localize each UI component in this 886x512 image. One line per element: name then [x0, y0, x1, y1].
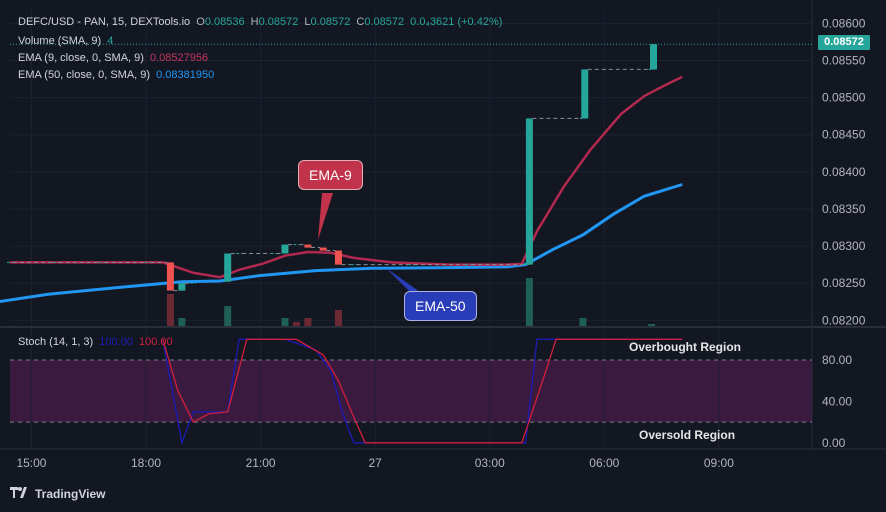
y-tick-label: 0.08200: [822, 313, 866, 327]
ema9-callout-pointer: [318, 193, 333, 240]
ohlc-open: O0.08536: [196, 16, 245, 28]
ema50-label: EMA (50, close, 0, SMA, 9): [18, 69, 151, 81]
stoch-y-tick-label: 0.00: [822, 436, 846, 450]
candle-body: [281, 244, 289, 254]
stoch-y-tick-label: 80.00: [822, 353, 852, 367]
volume-bar: [292, 322, 300, 326]
candle-body: [178, 283, 186, 291]
ema9-callout: EMA-9: [298, 160, 363, 190]
x-tick-label: 18:00: [131, 456, 161, 470]
x-tick-label: 03:00: [475, 456, 505, 470]
volume-bar: [334, 310, 342, 326]
x-tick-label: 21:00: [246, 456, 276, 470]
ohlc-close: C0.08572: [356, 16, 405, 28]
candle-body: [224, 253, 232, 282]
stoch-y-tick-label: 40.00: [822, 394, 852, 408]
tradingview-wordmark: TradingView: [35, 487, 106, 501]
candle-body: [525, 118, 533, 265]
y-tick-label: 0.08250: [822, 276, 866, 290]
volume-bar: [648, 324, 656, 326]
ohlc-low: L0.08572: [304, 16, 351, 28]
legend-volume-row[interactable]: Volume (SMA, 9) 4: [18, 35, 116, 48]
volume-label: Volume (SMA, 9): [18, 35, 102, 47]
candle-body: [166, 262, 174, 291]
current-price-tag: 0.08572: [818, 35, 870, 50]
candle-body: [319, 247, 327, 251]
y-tick-label: 0.08450: [822, 128, 866, 142]
volume-bar: [178, 318, 186, 326]
volume-bar: [304, 318, 312, 326]
ema9-label: EMA (9, close, 0, SMA, 9): [18, 52, 144, 64]
stoch-band: [10, 360, 812, 423]
ohlc-high: H0.08572: [250, 16, 299, 28]
x-tick-label: 27: [368, 456, 382, 470]
candle-body: [334, 250, 342, 265]
y-tick-label: 0.08350: [822, 202, 866, 216]
volume-bar: [224, 306, 232, 326]
y-tick-label: 0.08300: [822, 239, 866, 253]
legend-symbol-row: DEFC/USD - PAN, 15, DEXTools.io O0.08536…: [18, 16, 505, 29]
stoch-label: Stoch (14, 1, 3): [18, 336, 94, 348]
stoch-k-value: 100.00: [99, 336, 133, 348]
legend-ema9-row[interactable]: EMA (9, close, 0, SMA, 9) 0.08527956: [18, 52, 211, 65]
x-tick-label: 09:00: [704, 456, 734, 470]
stoch-d-value: 100.00: [139, 336, 173, 348]
y-tick-label: 0.08500: [822, 91, 866, 105]
volume-bar: [166, 294, 174, 326]
candle-body: [304, 244, 312, 248]
ema50-callout-pointer: [386, 268, 420, 292]
symbol-label: DEFC/USD - PAN, 15, DEXTools.io: [18, 16, 191, 28]
y-tick-label: 0.08400: [822, 165, 866, 179]
price-chart[interactable]: 15:00 18:00 21:00 27 03:00 06:00 09:00 0.08600 0…: [0, 0, 886, 480]
ema50-value: 0.08381950: [156, 69, 215, 81]
footer-bar: [0, 480, 886, 512]
candle-body: [581, 69, 589, 119]
legend-ema50-row[interactable]: EMA (50, close, 0, SMA, 9) 0.08381950: [18, 69, 217, 82]
candle-body: [650, 44, 658, 70]
overbought-label: Overbought Region: [629, 340, 741, 354]
tradingview-mark-icon: [10, 487, 30, 501]
tradingview-logo[interactable]: TradingView: [10, 487, 105, 501]
ohlc-change: 0.0₄3621 (+0.42%): [410, 16, 503, 28]
x-tick-label: 06:00: [589, 456, 619, 470]
volume-bar: [525, 278, 533, 326]
ema50-line: [0, 183, 683, 303]
ema9-value: 0.08527956: [150, 52, 209, 64]
legend-stoch-row[interactable]: Stoch (14, 1, 3) 100.00 100.00: [18, 336, 176, 349]
volume-bar: [281, 318, 289, 326]
ema50-callout: EMA-50: [404, 291, 477, 321]
y-tick-label: 0.08550: [822, 54, 866, 68]
volume-value: 4: [107, 35, 114, 47]
x-tick-label: 15:00: [16, 456, 46, 470]
y-tick-label: 0.08600: [822, 16, 866, 30]
stoch-d-line: [162, 338, 683, 444]
oversold-label: Oversold Region: [639, 428, 736, 442]
volume-bar: [579, 318, 587, 326]
